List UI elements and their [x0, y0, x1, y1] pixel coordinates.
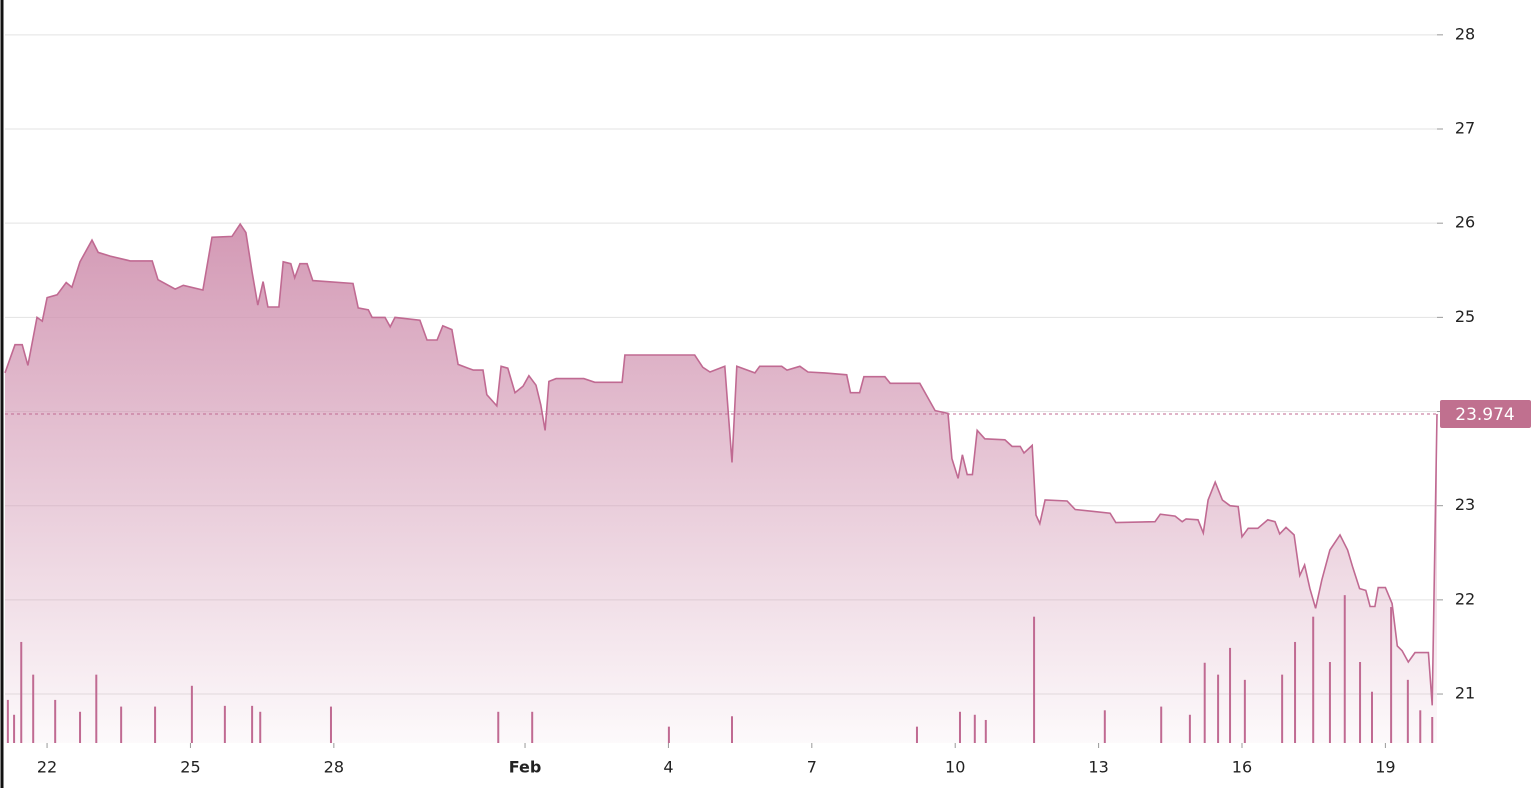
volume-bar — [32, 674, 35, 743]
volume-bar — [13, 714, 16, 743]
volume-bar — [1160, 706, 1163, 743]
volume-bar — [1281, 674, 1284, 743]
volume-bar — [531, 711, 534, 743]
volume-bar — [1229, 647, 1232, 743]
area-fill — [5, 224, 1437, 744]
volume-bar — [190, 685, 193, 743]
price-line — [4, 222, 1438, 706]
x-tick-label: 4 — [663, 758, 673, 777]
y-tick-label: 25 — [1455, 307, 1475, 326]
last-value-label: 23.974 — [1455, 405, 1514, 425]
y-tick-label: 28 — [1455, 24, 1475, 43]
volume-bar — [984, 719, 987, 743]
volume-bar — [79, 711, 82, 743]
volume-bar — [958, 711, 961, 743]
volume-bar — [223, 705, 226, 743]
volume-bar — [6, 699, 9, 743]
volume-bar — [1033, 616, 1036, 743]
x-tick-label: 7 — [807, 758, 817, 777]
volume-bar — [54, 699, 57, 743]
volume-bar — [154, 706, 157, 743]
y-tick-label: 26 — [1455, 213, 1475, 232]
x-tick-label: 13 — [1088, 758, 1108, 777]
volume-bar — [667, 726, 670, 743]
volume-bar — [1406, 679, 1409, 743]
volume-bar — [1359, 662, 1362, 743]
volume-bar — [1343, 595, 1346, 743]
volume-bar — [915, 726, 918, 743]
last-value-badge — [1440, 399, 1531, 428]
volume-bar — [497, 711, 500, 743]
volume-bar — [1294, 641, 1297, 743]
x-tick-label: 10 — [945, 758, 965, 777]
volume-bar — [1328, 662, 1331, 743]
volume-bar — [1431, 716, 1434, 743]
volume-bar — [1103, 710, 1106, 743]
y-tick-label: 27 — [1455, 119, 1475, 138]
volume-bar — [251, 705, 254, 743]
volume-bar — [259, 711, 262, 743]
x-tick-label: 28 — [324, 758, 344, 777]
volume-bar — [120, 706, 123, 743]
x-tick-label: 22 — [37, 758, 57, 777]
y-tick-label: 22 — [1455, 589, 1475, 608]
volume-bar — [1188, 714, 1191, 743]
x-tick-label: 19 — [1375, 758, 1395, 777]
x-tick-label: Feb — [509, 758, 542, 777]
volume-bar — [1243, 679, 1246, 743]
volume-bar — [20, 641, 23, 743]
volume-bar — [329, 706, 332, 743]
volume-bar — [1370, 691, 1373, 743]
volume-bar — [730, 716, 733, 743]
y-tick-label: 23 — [1455, 495, 1475, 514]
y-tick-label: 21 — [1455, 684, 1475, 703]
volume-bar — [1203, 662, 1206, 743]
volume-bar — [1390, 607, 1393, 743]
volume-bar — [1312, 616, 1315, 743]
volume-bar — [973, 714, 976, 743]
volume-bar — [1217, 674, 1220, 743]
x-tick-label: 25 — [180, 758, 200, 777]
volume-bar — [1419, 710, 1422, 743]
volume-bar — [95, 674, 98, 743]
x-tick-label: 16 — [1232, 758, 1252, 777]
